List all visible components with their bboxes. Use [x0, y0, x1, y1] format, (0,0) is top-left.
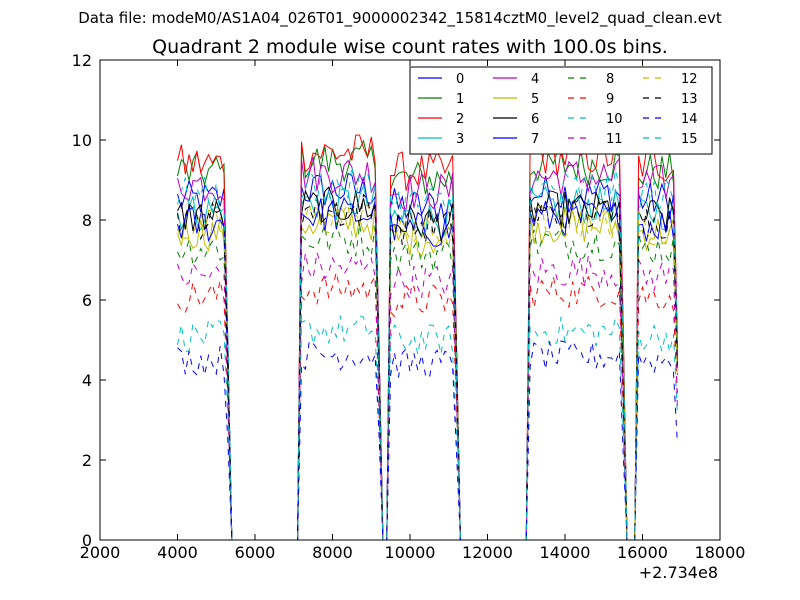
- x-tick-label: 10000: [385, 543, 436, 562]
- y-tick-label: 12: [72, 51, 92, 70]
- series-line-3: [177, 181, 678, 541]
- legend-label-7: 7: [531, 132, 539, 147]
- series-line-12: [177, 202, 678, 541]
- legend-label-14: 14: [681, 112, 698, 127]
- legend-label-5: 5: [531, 92, 539, 107]
- legend-box: [409, 66, 713, 155]
- x-tick-label: 14000: [540, 543, 591, 562]
- legend-label-4: 4: [531, 72, 539, 87]
- data-file-title: Data file: modeM0/AS1A04_026T01_90000023…: [78, 9, 722, 28]
- legend-label-1: 1: [456, 92, 464, 107]
- legend-label-2: 2: [456, 112, 464, 127]
- legend-label-10: 10: [606, 112, 623, 127]
- x-offset-label: +2.734e8: [639, 563, 718, 582]
- legend-label-12: 12: [681, 72, 698, 87]
- y-tick-label: 4: [82, 371, 92, 390]
- x-tick-label: 8000: [312, 543, 353, 562]
- x-tick-label: 6000: [235, 543, 276, 562]
- x-tick-label: 16000: [617, 543, 668, 562]
- plot-area: [177, 134, 678, 541]
- series-line-10: [177, 315, 678, 541]
- series-line-6: [177, 186, 678, 541]
- series-line-9: [177, 272, 678, 541]
- x-tick-label: 12000: [462, 543, 513, 562]
- series-line-7: [177, 196, 678, 541]
- y-tick-label: 8: [82, 211, 92, 230]
- legend-label-11: 11: [606, 132, 623, 147]
- series-line-11: [177, 252, 678, 541]
- legend-label-13: 13: [681, 92, 698, 107]
- legend-label-9: 9: [606, 92, 614, 107]
- legend-label-6: 6: [531, 112, 539, 127]
- legend-label-8: 8: [606, 72, 614, 87]
- axis-ticks: 2000 4000 6000 8000 10000 12000 14000 16000 1800…: [72, 51, 746, 562]
- x-tick-label: 2000: [80, 543, 121, 562]
- series-line-8: [177, 221, 678, 541]
- x-tick-label: 18000: [695, 543, 746, 562]
- y-tick-label: 0: [82, 531, 92, 550]
- y-tick-label: 6: [82, 291, 92, 310]
- series-line-5: [177, 205, 678, 541]
- legend-label-15: 15: [681, 132, 698, 147]
- series-line-4: [177, 156, 678, 541]
- y-tick-label: 2: [82, 451, 92, 470]
- y-tick-label: 10: [72, 131, 92, 150]
- legend-label-3: 3: [456, 132, 464, 147]
- chart-title: Quadrant 2 module wise count rates with …: [152, 36, 668, 58]
- series-line-13: [177, 193, 678, 541]
- legend-label-0: 0: [456, 72, 464, 87]
- x-tick-label: 4000: [157, 543, 198, 562]
- series-line-14: [177, 340, 678, 541]
